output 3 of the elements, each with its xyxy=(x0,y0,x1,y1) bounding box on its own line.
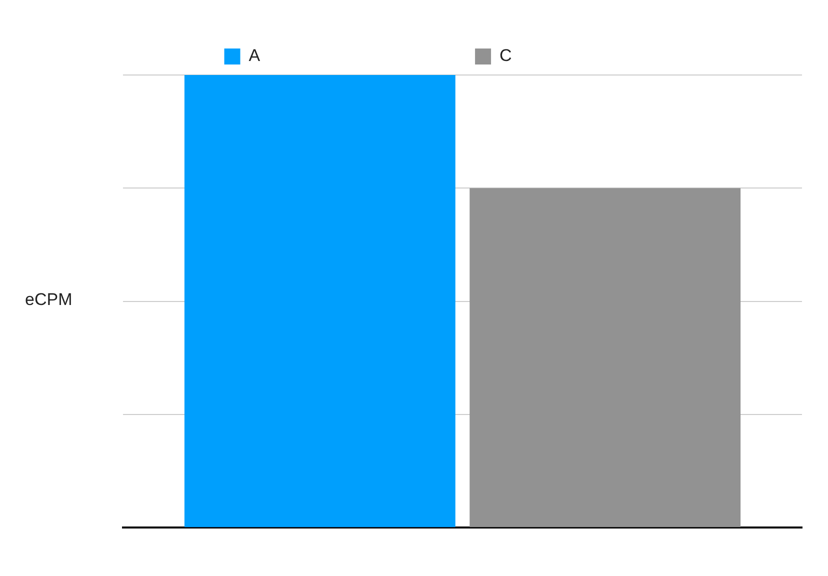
legend-label: C xyxy=(500,46,701,66)
legend-label: A xyxy=(248,46,450,66)
y-axis-title: eCPM xyxy=(25,290,72,310)
